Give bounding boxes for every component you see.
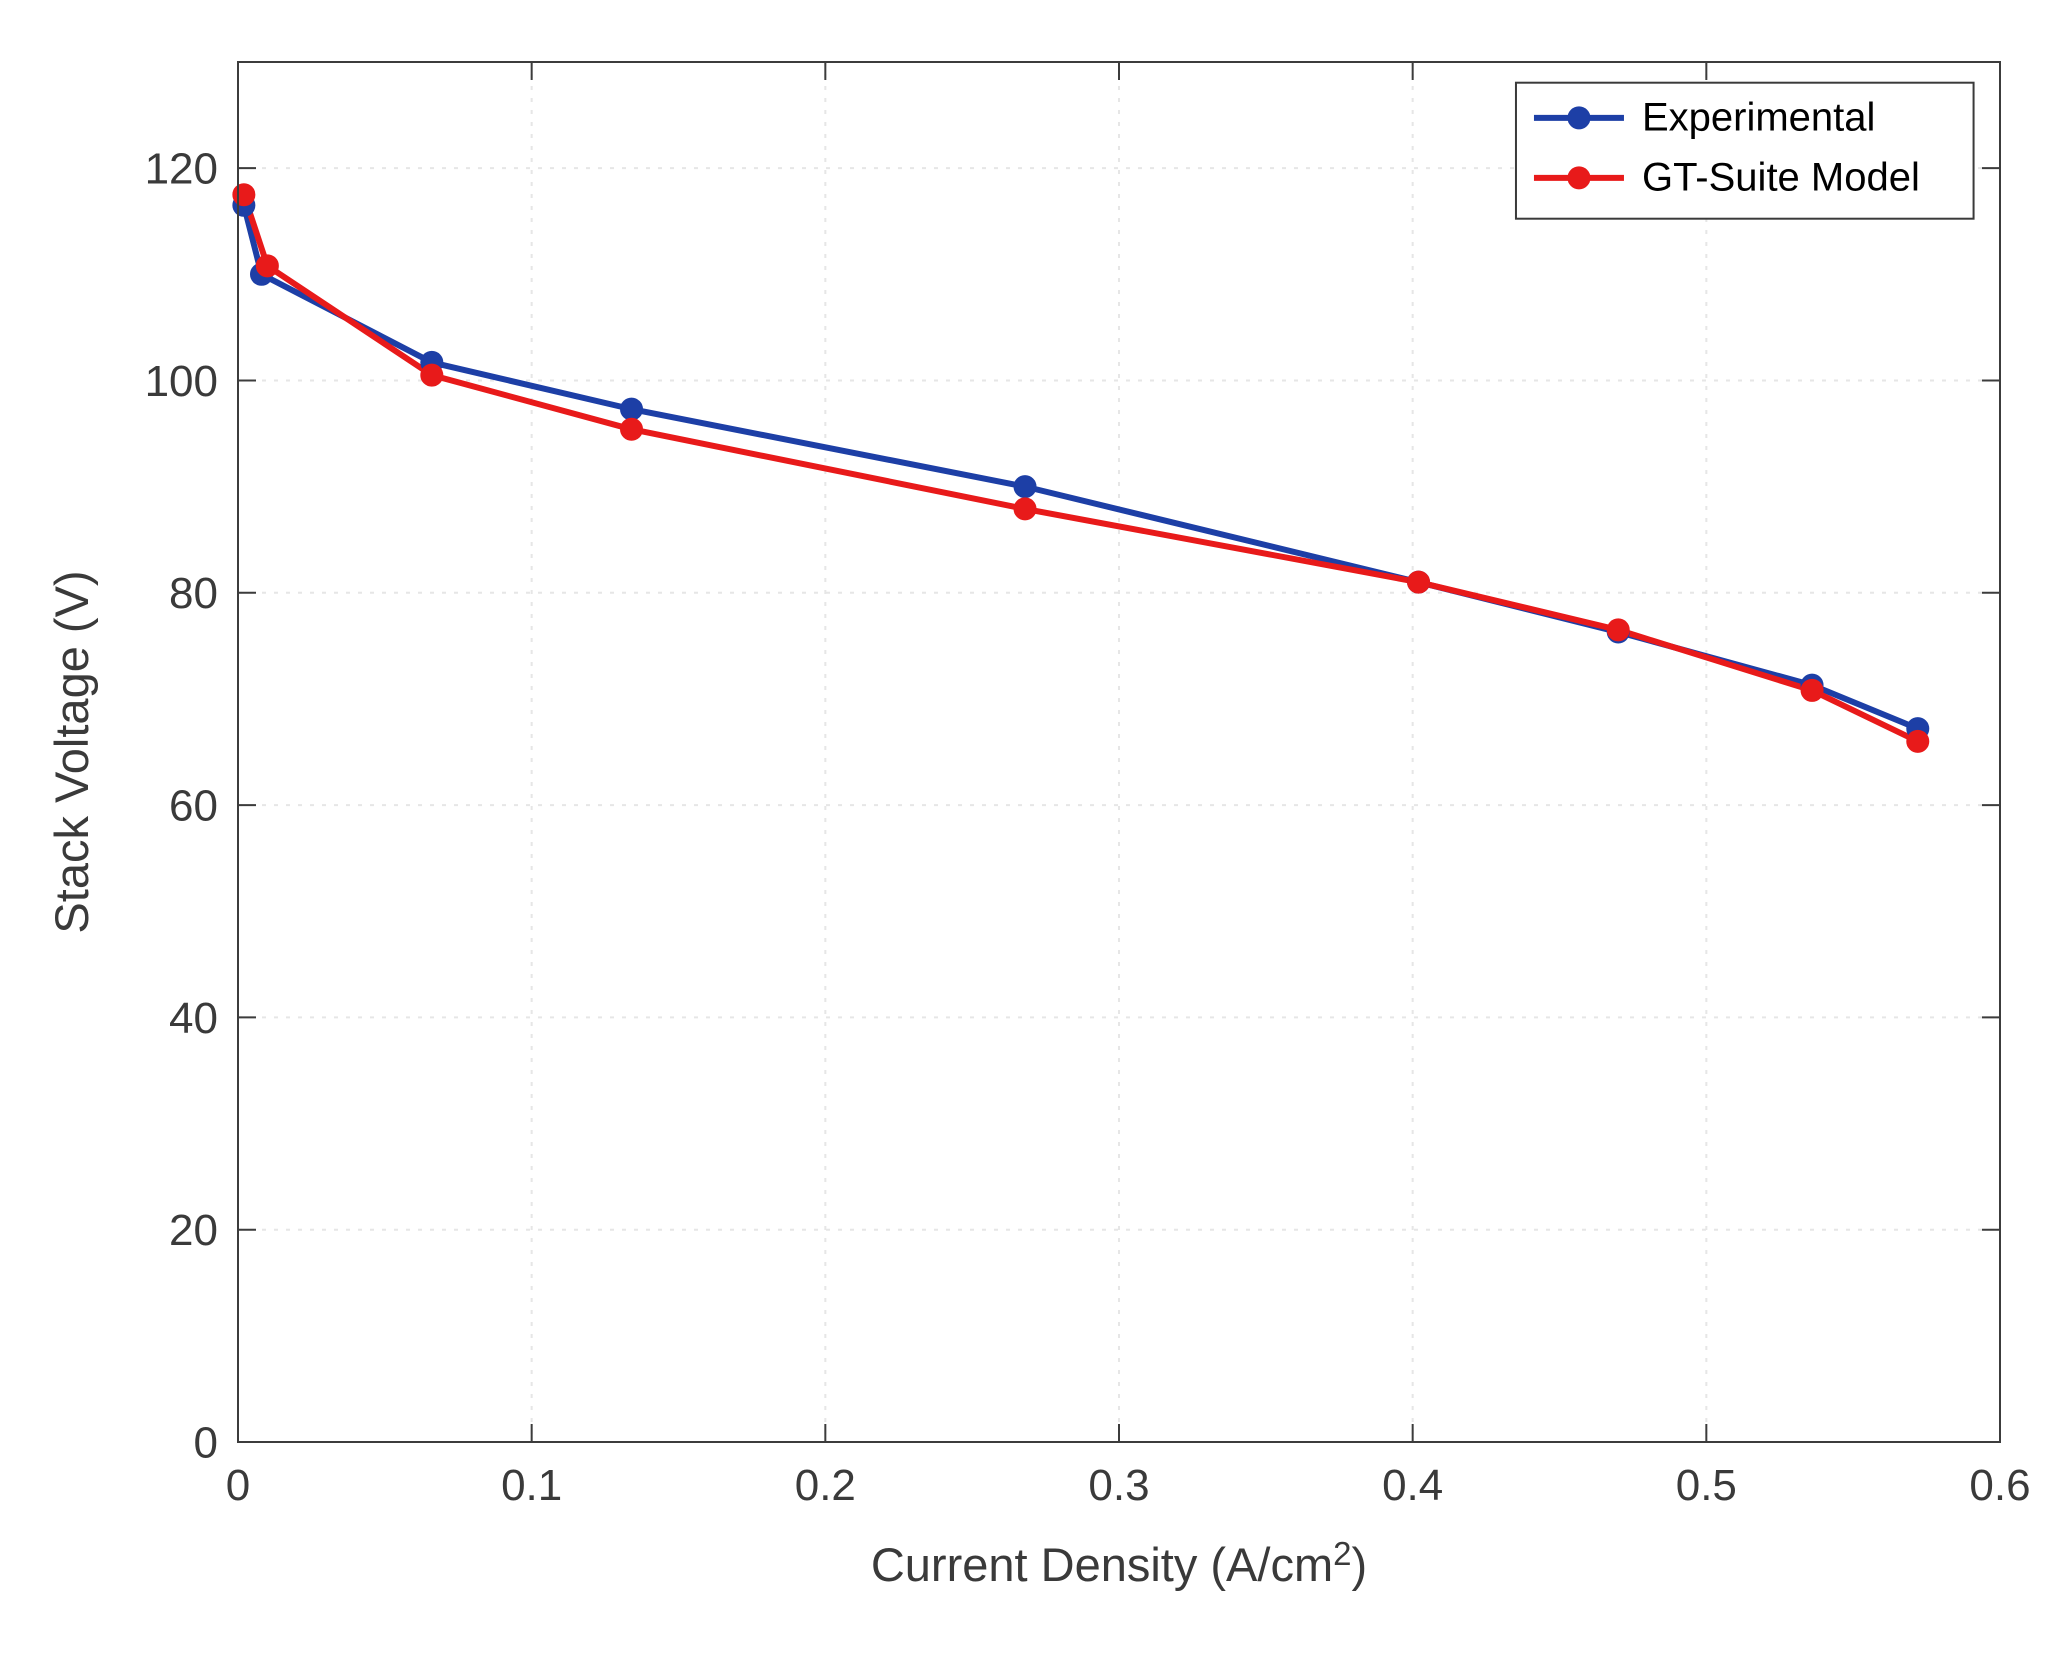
y-tick-label: 0 (194, 1418, 218, 1467)
y-tick-label: 60 (169, 781, 218, 830)
legend-label: Experimental (1642, 96, 1875, 140)
chart-container: 0 0.1 0.2 0.3 0.4 0.5 0.6 0 20 40 60 80 100 120 Curren… (0, 0, 2066, 1659)
y-tick-label: 100 (145, 357, 218, 406)
y-axis-title: Stack Voltage (V) (45, 570, 98, 933)
series-marker (421, 364, 443, 386)
x-tick-label: 0.2 (795, 1461, 856, 1510)
x-tick-label: 0.6 (1969, 1461, 2030, 1510)
series-marker (233, 184, 255, 206)
series-marker (1801, 679, 1823, 701)
legend-label: GT-Suite Model (1642, 156, 1920, 200)
legend-marker (1568, 167, 1590, 189)
series-marker (1408, 571, 1430, 593)
polarization-chart: 0 0.1 0.2 0.3 0.4 0.5 0.6 0 20 40 60 80 100 120 Curren… (0, 0, 2066, 1659)
series-marker (1907, 730, 1929, 752)
x-axis-title-tail: ) (1351, 1538, 1367, 1591)
series-marker (1014, 476, 1036, 498)
y-tick-label: 120 (145, 145, 218, 194)
series-marker (621, 418, 643, 440)
y-tick-label: 80 (169, 569, 218, 618)
series-marker (1607, 619, 1629, 641)
x-tick-label: 0 (226, 1461, 250, 1510)
y-tick-label: 40 (169, 994, 218, 1043)
series-marker (1014, 498, 1036, 520)
series-marker (621, 398, 643, 420)
x-tick-label: 0.1 (501, 1461, 562, 1510)
x-tick-label: 0.5 (1676, 1461, 1737, 1510)
x-axis-title-main: Current Density (A/cm (871, 1538, 1333, 1591)
series-marker (256, 255, 278, 277)
x-axis-title-sup: 2 (1333, 1535, 1351, 1572)
legend-marker (1568, 107, 1590, 129)
y-tick-label: 20 (169, 1206, 218, 1255)
x-tick-label: 0.4 (1382, 1461, 1443, 1510)
x-axis-title: Current Density (A/cm2) (871, 1535, 1367, 1591)
legend: Experimental GT-Suite Model (1516, 83, 1974, 219)
x-tick-label: 0.3 (1088, 1461, 1149, 1510)
